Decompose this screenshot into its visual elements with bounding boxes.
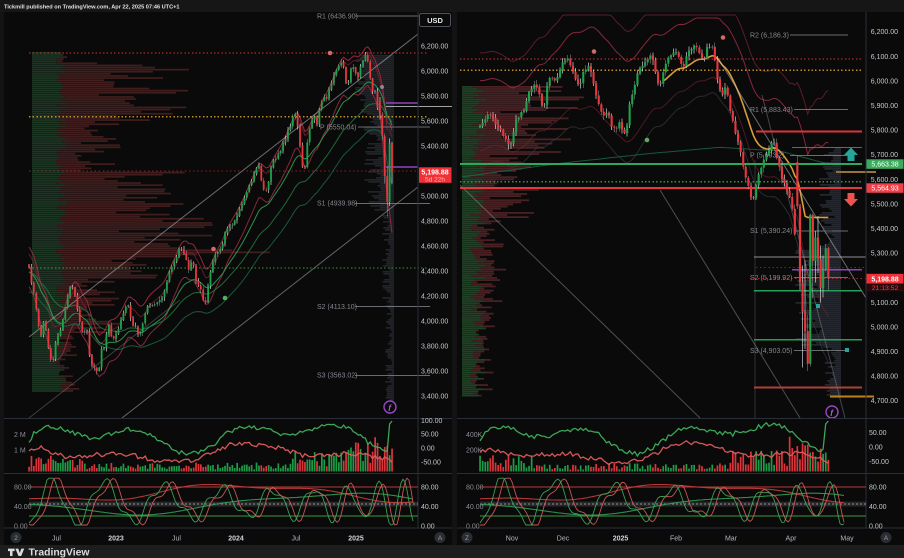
svg-text:2023: 2023 bbox=[108, 536, 124, 543]
svg-text:4,000.00: 4,000.00 bbox=[421, 318, 448, 325]
svg-text:Z: Z bbox=[465, 535, 469, 542]
svg-text:R1 (6436.90): R1 (6436.90) bbox=[317, 14, 358, 21]
svg-text:R2 (6,186.3): R2 (6,186.3) bbox=[750, 32, 789, 39]
svg-text:Dec: Dec bbox=[557, 536, 570, 543]
svg-text:S2 (4113.10): S2 (4113.10) bbox=[317, 304, 357, 311]
svg-text:5,300.00: 5,300.00 bbox=[871, 251, 898, 258]
svg-text:Apr: Apr bbox=[786, 536, 798, 543]
svg-text:4,200.00: 4,200.00 bbox=[421, 293, 448, 300]
svg-text:0.00: 0.00 bbox=[869, 524, 883, 531]
svg-text:5,800.00: 5,800.00 bbox=[421, 93, 448, 100]
svg-text:80.00: 80.00 bbox=[14, 485, 32, 492]
svg-text:5,900.00: 5,900.00 bbox=[871, 103, 898, 110]
svg-text:21:13:52: 21:13:52 bbox=[872, 285, 899, 292]
svg-text:0.00: 0.00 bbox=[869, 445, 883, 452]
svg-text:40.00: 40.00 bbox=[421, 504, 439, 511]
svg-text:S3 (3563.02): S3 (3563.02) bbox=[317, 373, 357, 380]
svg-text:S3 (4,903.05): S3 (4,903.05) bbox=[750, 348, 792, 355]
svg-text:5,800.00: 5,800.00 bbox=[871, 128, 898, 135]
svg-text:4,400.00: 4,400.00 bbox=[421, 268, 448, 275]
svg-text:6,200.00: 6,200.00 bbox=[421, 43, 448, 50]
svg-text:4,800.00: 4,800.00 bbox=[871, 374, 898, 381]
svg-text:0.00: 0.00 bbox=[466, 524, 480, 531]
svg-text:6,100.00: 6,100.00 bbox=[871, 54, 898, 61]
svg-text:TradingView: TradingView bbox=[29, 547, 91, 558]
svg-text:5,100.00: 5,100.00 bbox=[871, 300, 898, 307]
svg-text:5,000.00: 5,000.00 bbox=[871, 324, 898, 331]
svg-text:ƒ: ƒ bbox=[830, 408, 834, 417]
svg-text:2025: 2025 bbox=[348, 536, 364, 543]
svg-text:Jul: Jul bbox=[172, 536, 181, 543]
svg-text:4,600.00: 4,600.00 bbox=[421, 243, 448, 250]
svg-text:Jul: Jul bbox=[292, 536, 301, 543]
svg-text:3,800.00: 3,800.00 bbox=[421, 343, 448, 350]
svg-text:5,564.93: 5,564.93 bbox=[871, 185, 898, 192]
svg-text:50.00: 50.00 bbox=[421, 432, 439, 439]
svg-text:May: May bbox=[840, 536, 854, 543]
svg-text:3,600.00: 3,600.00 bbox=[421, 368, 448, 375]
svg-text:5,198.88: 5,198.88 bbox=[421, 169, 448, 176]
svg-text:400K: 400K bbox=[466, 432, 483, 439]
svg-text:4,700.00: 4,700.00 bbox=[871, 398, 898, 405]
svg-text:2025: 2025 bbox=[613, 536, 629, 543]
svg-text:6,000.00: 6,000.00 bbox=[421, 68, 448, 75]
svg-text:4,800.00: 4,800.00 bbox=[421, 218, 448, 225]
svg-text:A: A bbox=[884, 535, 889, 542]
svg-text:5,600.00: 5,600.00 bbox=[421, 118, 448, 125]
svg-text:5d 22h: 5d 22h bbox=[425, 176, 445, 183]
svg-text:2 M: 2 M bbox=[14, 432, 26, 439]
svg-text:Tickmill published on TradingV: Tickmill published on TradingView.com, A… bbox=[4, 4, 179, 10]
svg-text:-50.00: -50.00 bbox=[869, 459, 889, 466]
svg-text:0.00: 0.00 bbox=[421, 446, 435, 453]
svg-text:100.00: 100.00 bbox=[421, 418, 443, 425]
svg-text:5,500.00: 5,500.00 bbox=[871, 201, 898, 208]
svg-text:1 M: 1 M bbox=[14, 448, 26, 455]
svg-text:-50.00: -50.00 bbox=[421, 460, 441, 467]
svg-text:Feb: Feb bbox=[670, 536, 682, 543]
svg-text:40.00: 40.00 bbox=[14, 504, 32, 511]
svg-text:P (5550.04): P (5550.04) bbox=[320, 124, 356, 131]
svg-text:Nov: Nov bbox=[506, 536, 519, 543]
svg-text:A: A bbox=[438, 535, 443, 542]
svg-text:ƒ: ƒ bbox=[388, 403, 392, 412]
svg-text:3,400.00: 3,400.00 bbox=[421, 393, 448, 400]
svg-text:80.00: 80.00 bbox=[466, 485, 484, 492]
svg-text:5,400.00: 5,400.00 bbox=[871, 226, 898, 233]
svg-text:80.00: 80.00 bbox=[869, 485, 887, 492]
svg-text:0.00: 0.00 bbox=[14, 524, 28, 531]
svg-text:0.00: 0.00 bbox=[421, 524, 435, 531]
svg-text:S1 (5,390.24): S1 (5,390.24) bbox=[750, 228, 792, 235]
svg-text:40.00: 40.00 bbox=[869, 504, 887, 511]
svg-text:Jul: Jul bbox=[52, 536, 61, 543]
svg-text:S2 (5,199.92): S2 (5,199.92) bbox=[750, 275, 792, 282]
svg-text:80.00: 80.00 bbox=[421, 485, 439, 492]
svg-text:2024: 2024 bbox=[228, 536, 244, 543]
svg-text:USD: USD bbox=[427, 16, 443, 25]
svg-text:6,200.00: 6,200.00 bbox=[871, 29, 898, 36]
svg-text:5,700.00: 5,700.00 bbox=[871, 152, 898, 159]
svg-text:5,663.38: 5,663.38 bbox=[871, 161, 898, 168]
svg-text:5,600.00: 5,600.00 bbox=[871, 177, 898, 184]
svg-text:40.00: 40.00 bbox=[466, 504, 484, 511]
svg-text:Mar: Mar bbox=[725, 536, 738, 543]
svg-text:2: 2 bbox=[14, 535, 18, 542]
svg-text:5,000.00: 5,000.00 bbox=[421, 193, 448, 200]
svg-text:6,000.00: 6,000.00 bbox=[871, 78, 898, 85]
svg-text:4,900.00: 4,900.00 bbox=[871, 349, 898, 356]
svg-text:S1 (4939.98): S1 (4939.98) bbox=[317, 201, 357, 208]
svg-text:200K: 200K bbox=[466, 448, 483, 455]
svg-text:5,198.88: 5,198.88 bbox=[871, 276, 898, 283]
svg-text:R1 (5,883.43): R1 (5,883.43) bbox=[750, 107, 793, 114]
svg-text:5,400.00: 5,400.00 bbox=[421, 143, 448, 150]
svg-text:50.00: 50.00 bbox=[869, 430, 887, 437]
